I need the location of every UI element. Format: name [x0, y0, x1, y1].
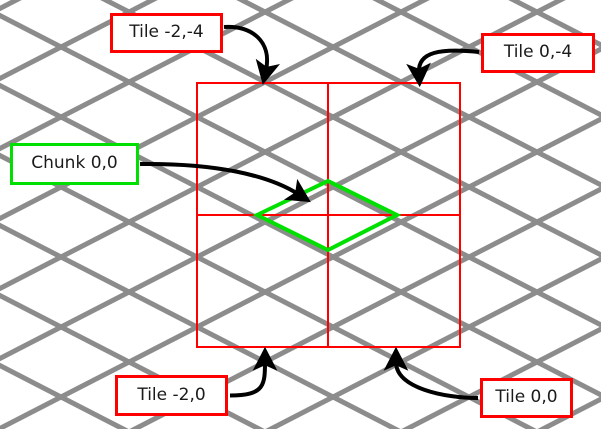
label-text-chunk-0-0: Chunk 0,0: [31, 153, 118, 173]
label-box-tile-neg2-neg4[interactable]: Tile -2,-4: [110, 13, 223, 53]
label-text-tile-0-neg4: Tile 0,-4: [503, 42, 573, 62]
arrow-tile-0-0: [383, 346, 479, 400]
label-box-chunk-0-0[interactable]: Chunk 0,0: [10, 143, 139, 185]
label-box-tile-neg2-0[interactable]: Tile -2,0: [115, 375, 228, 416]
label-text-tile-neg2-0: Tile -2,0: [137, 384, 206, 405]
arrow-tile-neg2-neg4: [223, 24, 280, 85]
label-box-tile-0-0[interactable]: Tile 0,0: [480, 378, 573, 418]
arrow-chunk-0-0: [139, 161, 311, 203]
chunk-rectangle: [196, 82, 461, 348]
annotation-arrows: [139, 24, 480, 400]
arrow-tile-neg2-0: [229, 346, 278, 398]
label-box-tile-0-neg4[interactable]: Tile 0,-4: [481, 33, 595, 73]
label-text-tile-0-0: Tile 0,0: [495, 387, 558, 407]
arrow-tile-0-neg4: [406, 48, 480, 88]
label-text-tile-neg2-neg4: Tile -2,-4: [129, 22, 204, 42]
